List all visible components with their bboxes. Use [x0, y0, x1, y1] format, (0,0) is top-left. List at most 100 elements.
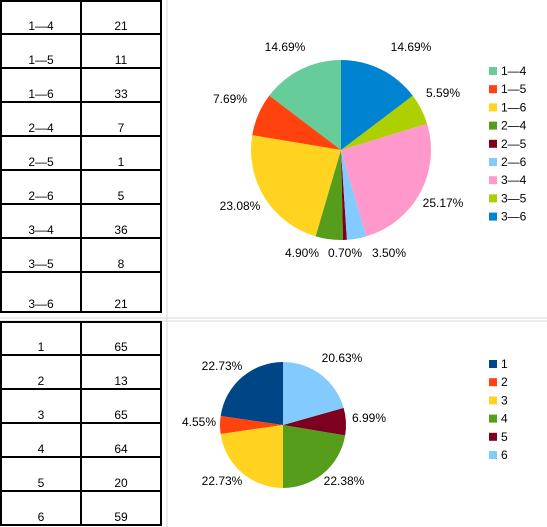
table-cell-value[interactable]: 7	[80, 101, 162, 137]
legend-swatch	[489, 414, 497, 423]
legend-label: 3	[501, 393, 508, 407]
table-cell-value[interactable]: 65	[80, 321, 162, 356]
table-cell-value[interactable]: 65	[80, 388, 162, 424]
table-cell-key[interactable]: 3—4	[0, 203, 82, 239]
table-cell-value[interactable]: 5	[80, 169, 162, 205]
table-row: 2 13	[0, 354, 162, 390]
table-row: 6 59	[0, 490, 162, 526]
pie-slice-3—5	[341, 95, 428, 150]
data-label: 4.90%	[285, 246, 319, 260]
table-cell-key[interactable]: 1	[0, 321, 82, 356]
pie-slice-1—4	[269, 60, 341, 150]
pie-slice-1	[220, 362, 283, 425]
data-label: 14.69%	[391, 40, 432, 54]
data-label: 0.70%	[328, 246, 362, 260]
table-cell-value[interactable]: 13	[80, 354, 162, 390]
data-label: 22.73%	[202, 359, 243, 373]
table-cell-value[interactable]: 1	[80, 135, 162, 171]
table-cell-key[interactable]: 5	[0, 456, 82, 492]
data-label: 20.63%	[322, 351, 363, 365]
data-label: 25.17%	[423, 196, 464, 210]
legend-swatch	[489, 103, 497, 112]
table-row: 2—4 7	[0, 101, 162, 137]
pie-slice-2—6	[341, 150, 367, 240]
legend-swatch	[489, 360, 497, 368]
data-label: 4.55%	[182, 415, 216, 429]
data-label: 5.59%	[426, 86, 460, 100]
pie-slice-5	[283, 407, 347, 436]
table-cell-value[interactable]: 36	[80, 203, 162, 239]
legend-label: 2—5	[501, 137, 527, 151]
pie-chart-2: 22.73% 4.55% 22.73% 22.38% 6.99% 20.63% 1 2 3 4 5 6	[182, 351, 508, 488]
table-row: 1 65	[0, 321, 162, 356]
table-cell-key[interactable]: 6	[0, 490, 82, 526]
legend-swatch	[489, 378, 497, 387]
table-cell-key[interactable]: 2—5	[0, 135, 82, 171]
legend-label: 3—4	[501, 173, 527, 187]
data-label: 3.50%	[372, 246, 406, 260]
table-row: 1—5 11	[0, 33, 162, 69]
legend-label: 1—6	[501, 100, 527, 114]
pie-slice-1—6	[251, 135, 341, 237]
pie-slice-2	[220, 416, 283, 434]
legend-label: 6	[501, 448, 508, 462]
legend-label: 1	[501, 357, 508, 371]
table-cell-key[interactable]: 2	[0, 354, 82, 390]
table-cell-value[interactable]: 33	[80, 67, 162, 103]
pie-slice-3—4	[341, 123, 431, 237]
legend-swatch	[489, 67, 497, 75]
table-cell-key[interactable]: 1—6	[0, 67, 82, 103]
pie-slice-2—5	[341, 150, 347, 240]
table-cell-key[interactable]: 4	[0, 422, 82, 458]
legend-swatch	[489, 139, 497, 148]
singles-table: 1 65 2 13 3 65 4 64 5 20 6 59	[0, 321, 162, 526]
legend-label: 3—6	[501, 210, 527, 224]
data-label: 14.69%	[265, 40, 306, 54]
table-cell-key[interactable]: 1—5	[0, 33, 82, 69]
table-cell-key[interactable]: 3	[0, 388, 82, 424]
legend-swatch	[489, 194, 497, 203]
pie-slice-2—4	[315, 150, 343, 241]
pairs-table: 1—4 21 1—5 11 1—6 33 2—4 7 2—5 1 2—6 5 3—4 36 3—5 8 3—6 2…	[0, 0, 162, 313]
table-row: 3 65	[0, 388, 162, 424]
table-cell-key[interactable]: 2—4	[0, 101, 82, 137]
pie-chart-1: 14.69% 7.69% 23.08% 4.90% 0.70% 3.50% 25.17% 5.…	[213, 40, 527, 260]
table-cell-value[interactable]: 11	[80, 33, 162, 69]
legend-label: 2—4	[501, 119, 527, 133]
table-row: 1—4 21	[0, 0, 162, 35]
table-row: 2—6 5	[0, 169, 162, 205]
legend-label: 2—6	[501, 155, 527, 169]
table-cell-key[interactable]: 1—4	[0, 0, 82, 35]
legend-label: 4	[501, 412, 508, 426]
legend-label: 5	[501, 430, 508, 444]
legend-swatch	[489, 432, 497, 441]
table-row: 4 64	[0, 422, 162, 458]
pie-slice-1—5	[252, 95, 341, 150]
table-row: 3—6 21	[0, 271, 162, 313]
table-cell-key[interactable]: 3—6	[0, 271, 82, 313]
table-row: 2—5 1	[0, 135, 162, 171]
table-cell-key[interactable]: 3—5	[0, 237, 82, 273]
data-label: 22.73%	[202, 474, 243, 488]
table-cell-key[interactable]: 2—6	[0, 169, 82, 205]
legend-label: 1—5	[501, 82, 527, 96]
data-label: 22.38%	[324, 474, 365, 488]
table-cell-value[interactable]: 21	[80, 0, 162, 35]
table-cell-value[interactable]: 59	[80, 490, 162, 526]
legend-label: 1—4	[501, 64, 527, 78]
legend-swatch	[489, 451, 497, 459]
pie-slice-3	[220, 425, 283, 488]
legend-swatch	[489, 121, 497, 130]
legend-swatch	[489, 212, 497, 221]
legend-swatch	[489, 176, 497, 185]
table-row: 5 20	[0, 456, 162, 492]
legend-label: 3—5	[501, 191, 527, 205]
table-cell-value[interactable]: 8	[80, 237, 162, 273]
table-cell-value[interactable]: 64	[80, 422, 162, 458]
legend-swatch	[489, 158, 497, 166]
data-label: 6.99%	[352, 411, 386, 425]
table-cell-value[interactable]: 20	[80, 456, 162, 492]
table-row: 3—5 8	[0, 237, 162, 273]
table-cell-value[interactable]: 21	[80, 271, 162, 313]
